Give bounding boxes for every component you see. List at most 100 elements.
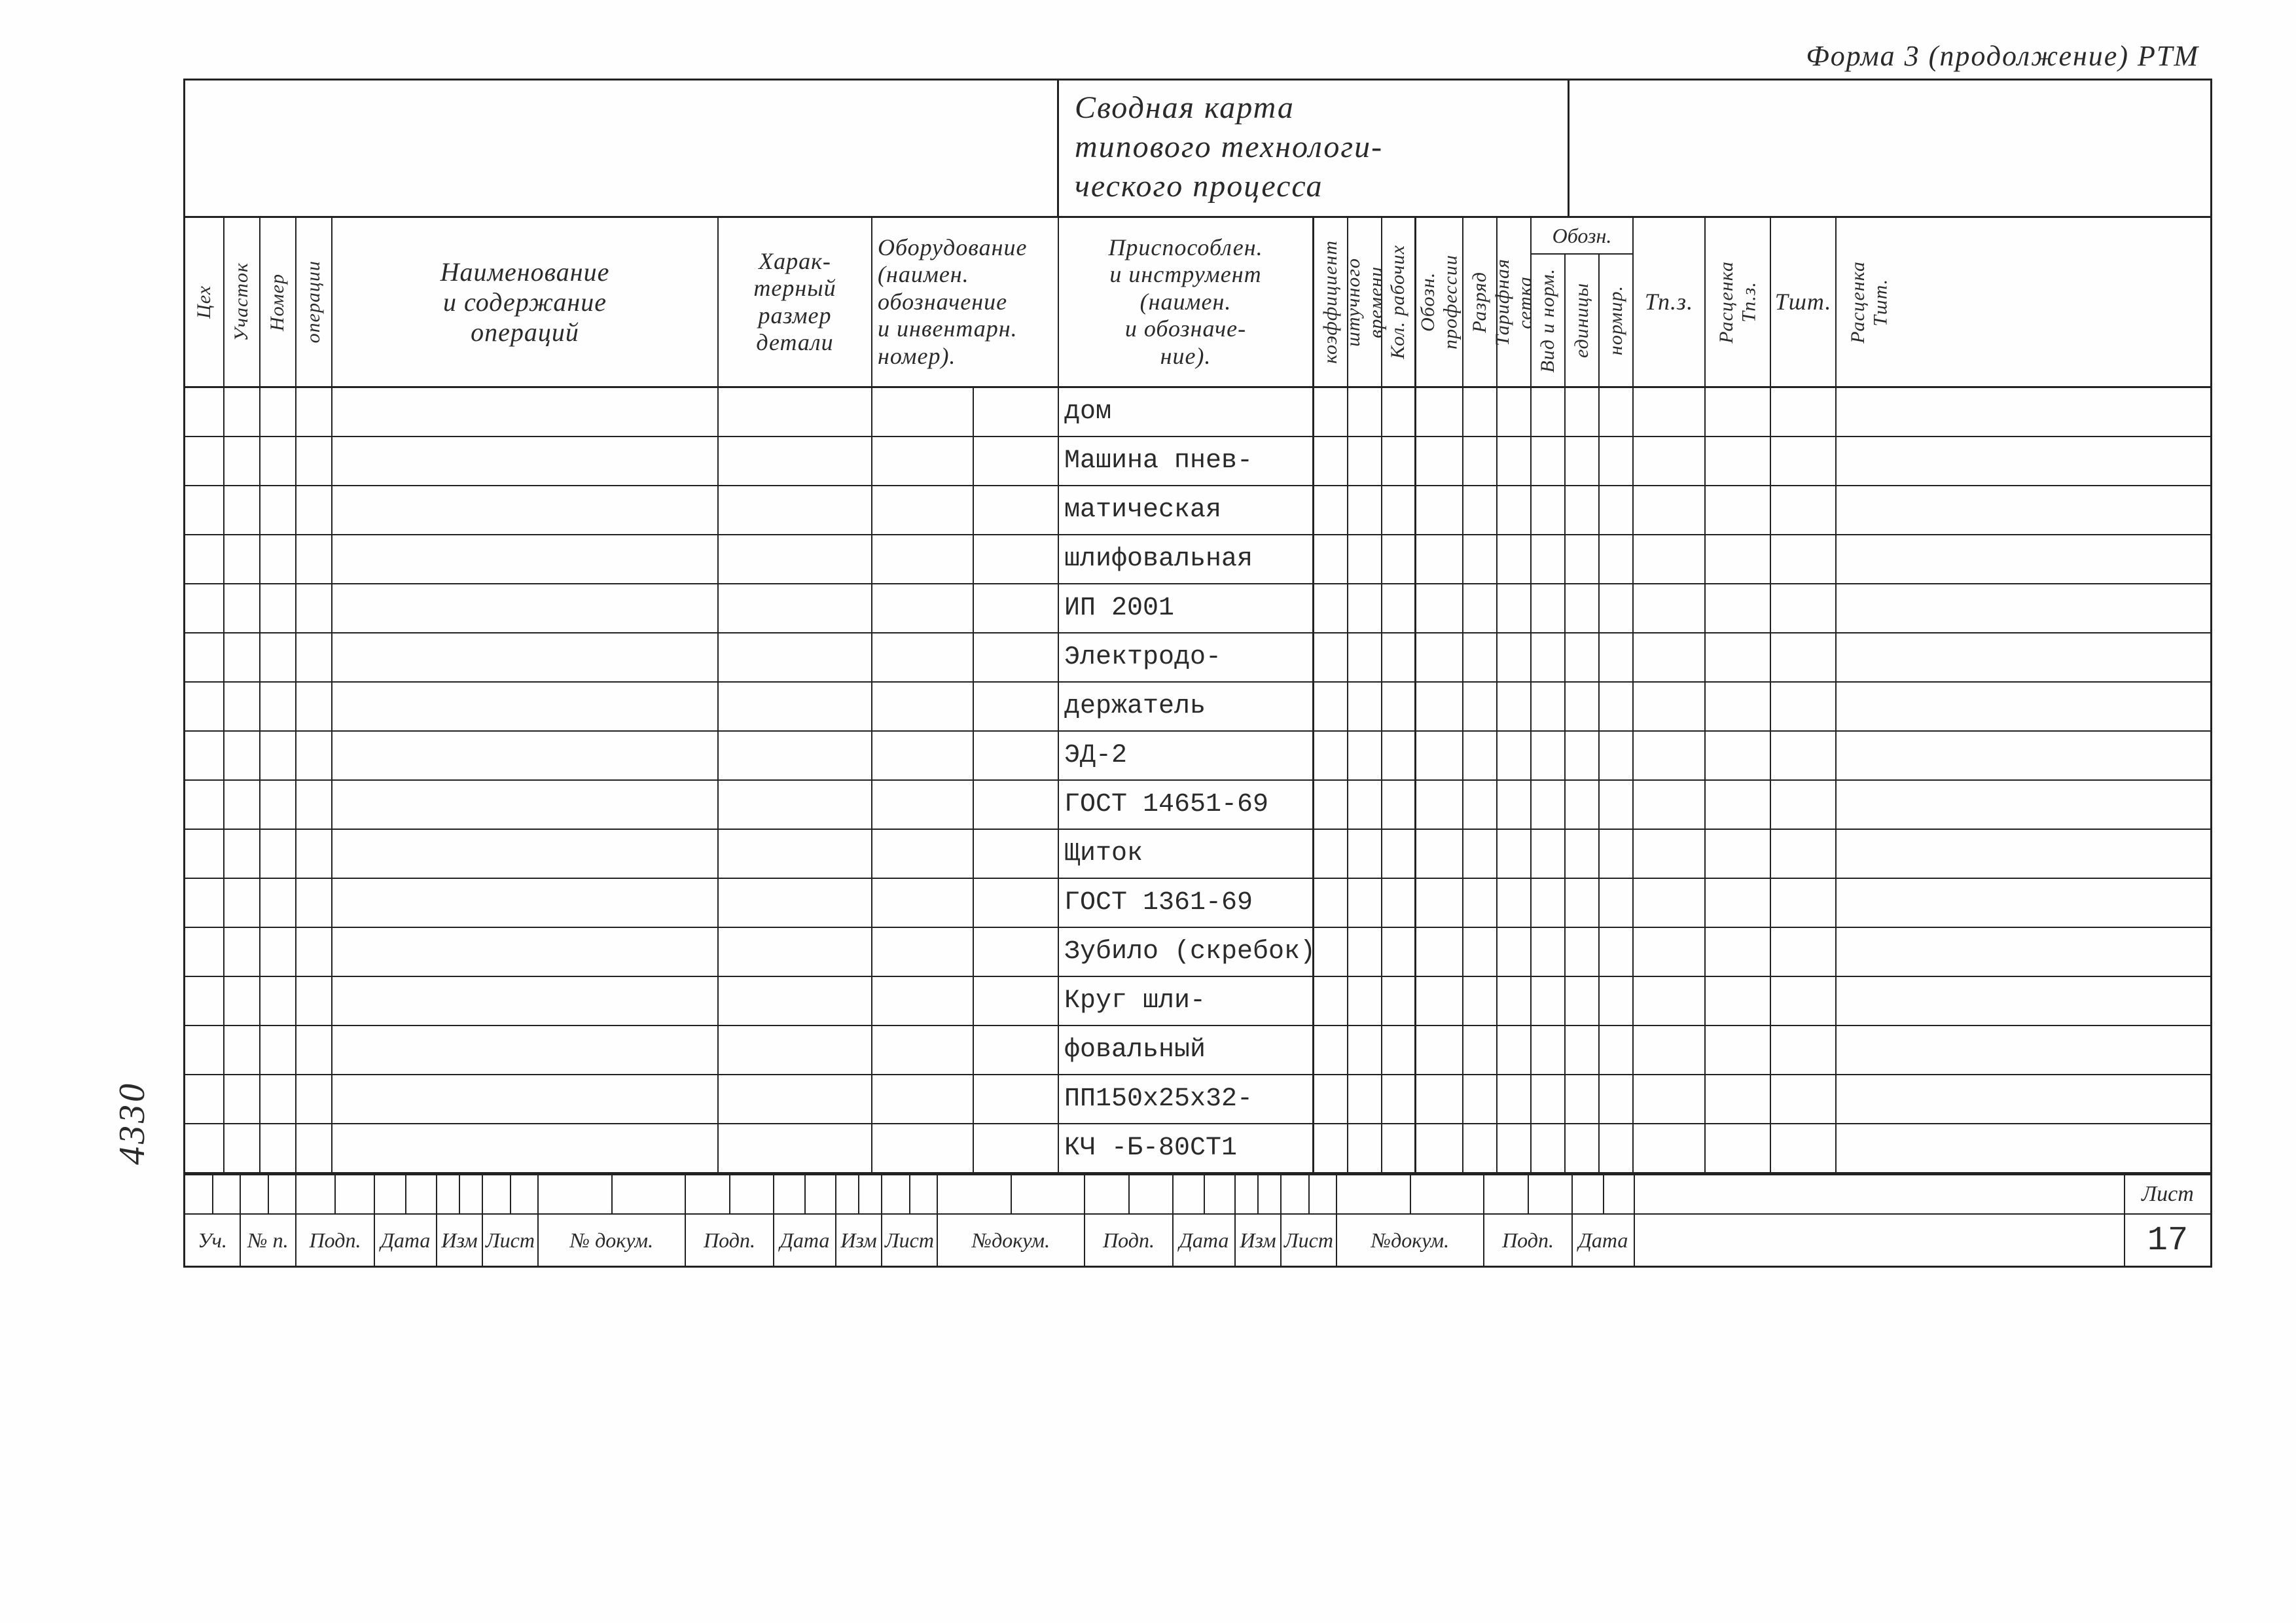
footer-grid-filler: [1635, 1175, 2125, 1213]
table-cell: [260, 1026, 296, 1074]
footer-grid-cell: [1174, 1175, 1205, 1213]
footer-grid-cell: [686, 1175, 730, 1213]
footer-grid-cell: [539, 1175, 613, 1213]
table-cell: [1837, 437, 1902, 485]
table-cell: [332, 683, 719, 730]
footer-grid-cell: [1411, 1175, 1485, 1213]
table-cell: [332, 1124, 719, 1172]
table-cell: [872, 584, 974, 632]
table-cell: [719, 781, 872, 829]
table-cell: [1498, 535, 1532, 583]
table-cell: [296, 977, 332, 1025]
table-cell: [1634, 1124, 1706, 1172]
table-cell: [974, 584, 1059, 632]
table-cell: [1706, 928, 1771, 976]
table-cell: дом: [1059, 388, 1314, 436]
footer-label-cell: №докум.: [1337, 1215, 1484, 1266]
table-cell: [1382, 781, 1416, 829]
table-cell: [1771, 928, 1837, 976]
footer-label-cell: Уч.: [185, 1215, 241, 1266]
table-cell: [872, 830, 974, 878]
table-cell: [1532, 732, 1566, 779]
table-cell: [260, 1075, 296, 1123]
table-cell: [1600, 535, 1634, 583]
table-cell: [185, 535, 224, 583]
table-cell: [296, 1026, 332, 1074]
table-cell: [1837, 781, 1902, 829]
table-cell: [1416, 879, 1463, 927]
table-cell: [1382, 1026, 1416, 1074]
table-cell: [1837, 1026, 1902, 1074]
table-cell: [332, 633, 719, 681]
table-cell: [1498, 633, 1532, 681]
column-headers: Цех Участок Номер операции Наименование …: [185, 218, 2210, 388]
table-cell: [332, 486, 719, 534]
table-cell: шлифовальная: [1059, 535, 1314, 583]
table-cell: [224, 830, 260, 878]
table-cell: [332, 437, 719, 485]
table-cell: [1382, 1075, 1416, 1123]
table-cell: [974, 928, 1059, 976]
table-row: дом: [185, 388, 2210, 437]
table-cell: [719, 1026, 872, 1074]
table-cell: [1416, 732, 1463, 779]
table-cell: [260, 732, 296, 779]
footer-grid-cell: [1130, 1175, 1174, 1213]
table-cell: [1532, 928, 1566, 976]
table-cell: [1634, 928, 1706, 976]
table-cell: [974, 1026, 1059, 1074]
table-body: домМашина пнев-матическаяшлифовальнаяИП …: [185, 388, 2210, 1173]
table-cell: [1348, 928, 1382, 976]
footer-grid-cell: [1259, 1175, 1282, 1213]
table-cell: [1706, 437, 1771, 485]
table-cell: [1634, 830, 1706, 878]
footer-grid-cell: [1085, 1175, 1130, 1213]
table-cell: [260, 584, 296, 632]
table-cell: [1348, 535, 1382, 583]
table-cell: [1382, 437, 1416, 485]
table-cell: [1600, 683, 1634, 730]
table-cell: [1416, 584, 1463, 632]
table-cell: Электродо-: [1059, 633, 1314, 681]
table-row: Круг шли-: [185, 977, 2210, 1026]
table-cell: [1566, 683, 1600, 730]
table-cell: [1314, 1026, 1348, 1074]
table-cell: [1600, 584, 1634, 632]
table-cell: [1463, 1124, 1498, 1172]
table-cell: [332, 732, 719, 779]
table-cell: [1771, 486, 1837, 534]
footer-label-cell: Лист: [882, 1215, 938, 1266]
table-cell: [224, 584, 260, 632]
footer-label-cell: Изм: [836, 1215, 882, 1266]
table-cell: [719, 928, 872, 976]
table-cell: [1600, 879, 1634, 927]
table-cell: [1771, 683, 1837, 730]
table-cell: [1532, 1075, 1566, 1123]
table-cell: [185, 388, 224, 436]
table-cell: [1566, 732, 1600, 779]
footer-grid-cell: [882, 1175, 910, 1213]
footer-label-cell: Изм: [1236, 1215, 1282, 1266]
table-cell: [872, 977, 974, 1025]
table-cell: [1634, 584, 1706, 632]
table-cell: [296, 388, 332, 436]
table-cell: [872, 683, 974, 730]
table-cell: [296, 781, 332, 829]
table-cell: [1771, 584, 1837, 632]
table-cell: [332, 1075, 719, 1123]
footer-grid-cell: [806, 1175, 837, 1213]
table-cell: [1348, 732, 1382, 779]
title-blank-left: [185, 80, 1059, 216]
table-cell: [1348, 781, 1382, 829]
footer-label-cell: Дата: [1174, 1215, 1236, 1266]
table-cell: [296, 437, 332, 485]
footer-label-cell: Подп.: [296, 1215, 375, 1266]
table-cell: [224, 879, 260, 927]
hdr-tarif: Тарифная сетка: [1492, 259, 1537, 346]
table-cell: [260, 388, 296, 436]
table-cell: [1416, 1026, 1463, 1074]
table-cell: [1837, 1075, 1902, 1123]
table-cell: [974, 977, 1059, 1025]
table-cell: [224, 977, 260, 1025]
table-cell: [1706, 977, 1771, 1025]
